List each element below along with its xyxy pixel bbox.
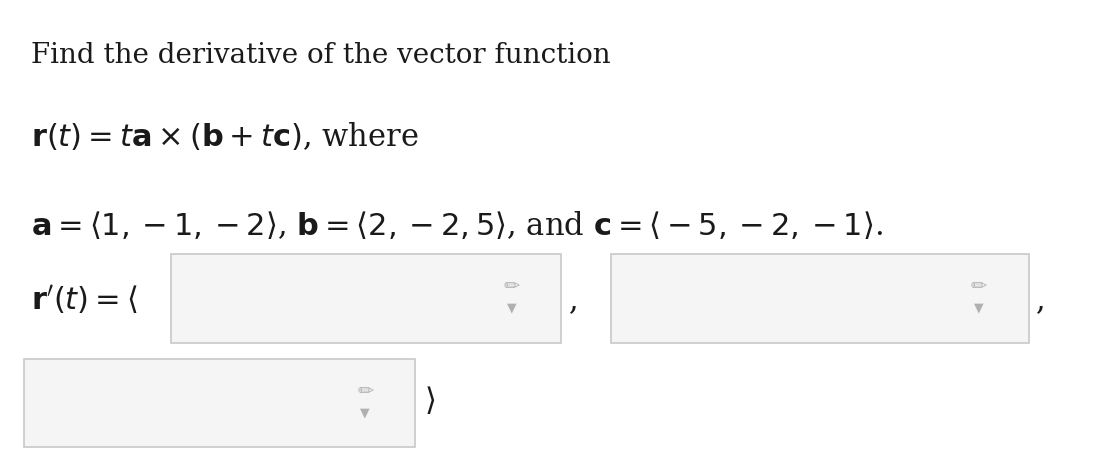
Text: ,: , — [1036, 285, 1046, 316]
Text: $\mathbf{r}'(t) = \langle$: $\mathbf{r}'(t) = \langle$ — [31, 284, 138, 317]
Text: $\mathbf{r}(t) = t\mathbf{a} \times (\mathbf{b} + t\mathbf{c})$, where: $\mathbf{r}(t) = t\mathbf{a} \times (\ma… — [31, 121, 418, 153]
Text: $\mathbf{a} = \langle 1, -1, -2\rangle$, $\mathbf{b} = \langle 2, -2, 5\rangle$,: $\mathbf{a} = \langle 1, -1, -2\rangle$,… — [31, 210, 883, 242]
Bar — [170, 254, 561, 343]
Text: ✏: ✏ — [358, 382, 373, 401]
Text: ▼: ▼ — [507, 301, 516, 314]
Text: $\rangle$: $\rangle$ — [424, 385, 434, 417]
Text: Find the derivative of the vector function: Find the derivative of the vector functi… — [31, 42, 610, 69]
Text: ✏: ✏ — [504, 277, 519, 296]
Text: ▼: ▼ — [361, 406, 370, 419]
Text: ✏: ✏ — [971, 277, 987, 296]
Bar — [610, 254, 1028, 343]
Bar — [24, 359, 415, 447]
Text: ,: , — [569, 285, 579, 316]
Text: ▼: ▼ — [975, 301, 983, 314]
